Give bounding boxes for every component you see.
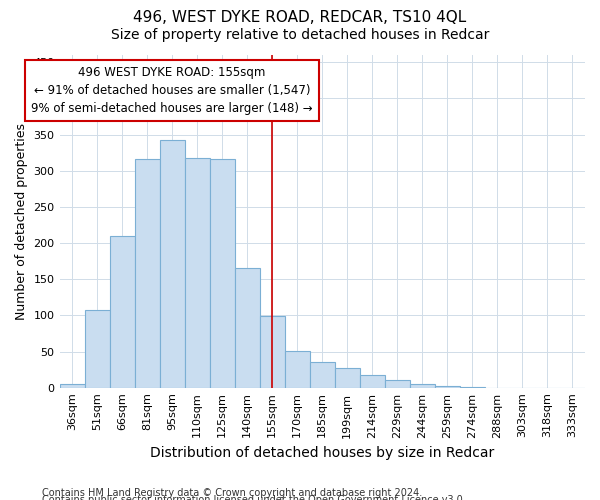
X-axis label: Distribution of detached houses by size in Redcar: Distribution of detached houses by size … xyxy=(150,446,494,460)
Bar xyxy=(360,374,385,388)
Bar xyxy=(435,386,460,388)
Bar xyxy=(235,268,260,388)
Text: Contains HM Land Registry data © Crown copyright and database right 2024.: Contains HM Land Registry data © Crown c… xyxy=(42,488,422,498)
Y-axis label: Number of detached properties: Number of detached properties xyxy=(15,123,28,320)
Bar xyxy=(385,380,410,388)
Bar xyxy=(335,368,360,388)
Bar xyxy=(134,159,160,388)
Bar xyxy=(310,362,335,388)
Bar xyxy=(110,236,134,388)
Text: Size of property relative to detached houses in Redcar: Size of property relative to detached ho… xyxy=(111,28,489,42)
Text: 496, WEST DYKE ROAD, REDCAR, TS10 4QL: 496, WEST DYKE ROAD, REDCAR, TS10 4QL xyxy=(133,10,467,25)
Bar xyxy=(160,140,185,388)
Bar xyxy=(410,384,435,388)
Bar xyxy=(209,159,235,388)
Bar xyxy=(285,351,310,388)
Bar xyxy=(460,387,485,388)
Text: 496 WEST DYKE ROAD: 155sqm
← 91% of detached houses are smaller (1,547)
9% of se: 496 WEST DYKE ROAD: 155sqm ← 91% of deta… xyxy=(31,66,313,115)
Text: Contains public sector information licensed under the Open Government Licence v3: Contains public sector information licen… xyxy=(42,495,466,500)
Bar xyxy=(185,158,209,388)
Bar xyxy=(85,310,110,388)
Bar xyxy=(59,384,85,388)
Bar xyxy=(260,316,285,388)
